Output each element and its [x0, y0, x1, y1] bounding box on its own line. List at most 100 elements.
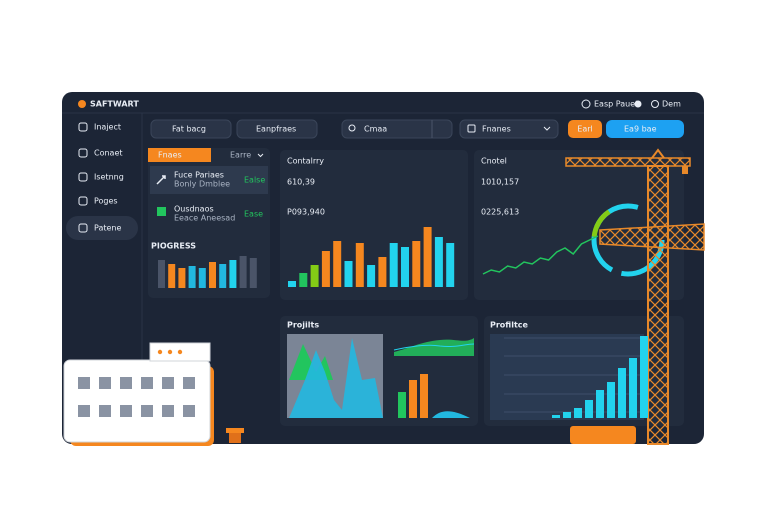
window: [141, 377, 153, 389]
crane-peak: [651, 148, 665, 159]
card-value: 1010,157: [481, 178, 519, 187]
brand: SAFTWART: [90, 100, 139, 109]
crane-arm: [599, 223, 705, 251]
light: [177, 349, 183, 355]
bar: [219, 264, 227, 288]
tab-label[interactable]: Earre: [230, 151, 251, 160]
card-title: Projilts: [287, 321, 319, 330]
search-box[interactable]: [341, 119, 453, 139]
card-label: Contalrry: [287, 157, 324, 166]
bar: [401, 247, 409, 287]
bar: [629, 358, 637, 418]
primary-button[interactable]: [568, 120, 602, 138]
select-icon: [467, 124, 476, 133]
tab-label: Fnaes: [158, 151, 182, 160]
bar: [434, 237, 443, 287]
machine: [570, 426, 636, 444]
item-subtitle: Bonly Dmblee: [174, 180, 230, 189]
card-label: Cnotel: [481, 157, 507, 166]
item-title: Ousdnaos: [174, 205, 214, 214]
tab-active[interactable]: [148, 148, 211, 162]
nav-item[interactable]: Patene: [94, 224, 121, 233]
select[interactable]: [459, 119, 559, 139]
nav-item[interactable]: Poges: [94, 197, 118, 206]
bar: [423, 227, 432, 287]
bar: [321, 251, 330, 287]
bar: [563, 412, 571, 418]
light: [157, 349, 163, 355]
bar: [288, 281, 296, 287]
brand-logo: [78, 100, 86, 108]
nav-item[interactable]: Inaject: [94, 123, 121, 132]
search-icon: [348, 124, 356, 132]
crane-weight: [682, 166, 688, 174]
bar: [188, 266, 196, 288]
nav-item[interactable]: Isetnng: [94, 173, 124, 182]
bar: [446, 243, 455, 287]
user-name[interactable]: Easp Pauet: [594, 100, 638, 109]
filter-button[interactable]: [236, 119, 318, 139]
nav-icon: [78, 223, 88, 233]
bar: [378, 257, 387, 287]
bar: [344, 261, 353, 287]
bar: [596, 390, 604, 418]
window: [162, 405, 174, 417]
bar: [420, 374, 428, 418]
bar: [178, 268, 186, 288]
bar: [574, 408, 582, 418]
nav-icon: [78, 148, 88, 158]
nav-icon: [78, 122, 88, 132]
chevron: [257, 153, 264, 158]
nav-icon: [78, 172, 88, 182]
bar: [310, 265, 319, 287]
window: [78, 377, 90, 389]
bar: [249, 258, 257, 288]
button-label: Ea9 bae: [624, 125, 657, 134]
windows: [78, 377, 195, 417]
nav-icon: [78, 196, 88, 206]
window: [120, 405, 132, 417]
filter-label: Fat bacg: [172, 125, 206, 134]
chevron: [543, 126, 551, 131]
line-series: [482, 235, 599, 275]
bar: [389, 243, 398, 287]
item-title: Fuce Pariaes: [174, 171, 224, 180]
filter-button[interactable]: [150, 119, 232, 139]
window: [99, 377, 111, 389]
bar: [585, 400, 593, 418]
bar: [618, 368, 626, 418]
bar: [299, 273, 308, 287]
button-label: Earl: [577, 125, 592, 134]
help-icon[interactable]: [651, 100, 659, 108]
area-shape: [289, 338, 383, 418]
select-label: Fnanes: [482, 125, 511, 134]
area-line: [393, 343, 475, 351]
sidebar-active: [66, 216, 138, 240]
sidebar: Inaject Conaet Isetnng Poges Patene: [78, 122, 124, 233]
item-value: Ealse: [244, 176, 265, 185]
nav-item[interactable]: Conaet: [94, 149, 123, 158]
list-item[interactable]: [150, 166, 268, 194]
search-text: Cmaa: [364, 125, 387, 134]
card-title: PIOGRESS: [151, 242, 196, 251]
user-icon[interactable]: [581, 99, 591, 109]
window: [120, 377, 132, 389]
window: [78, 405, 90, 417]
window: [141, 405, 153, 417]
bar: [367, 265, 376, 287]
window: [162, 377, 174, 389]
building: [63, 359, 211, 443]
bar: [239, 256, 247, 288]
theme-icon[interactable]: [634, 100, 642, 108]
item-icon: [156, 175, 166, 185]
light: [167, 349, 173, 355]
bar: [640, 336, 648, 418]
bucket: [226, 428, 244, 433]
bar: [398, 392, 406, 418]
bar: [355, 243, 364, 287]
card-value: 610,39: [287, 178, 315, 187]
secondary-button[interactable]: [606, 120, 684, 138]
help-label[interactable]: Dem: [662, 100, 681, 109]
